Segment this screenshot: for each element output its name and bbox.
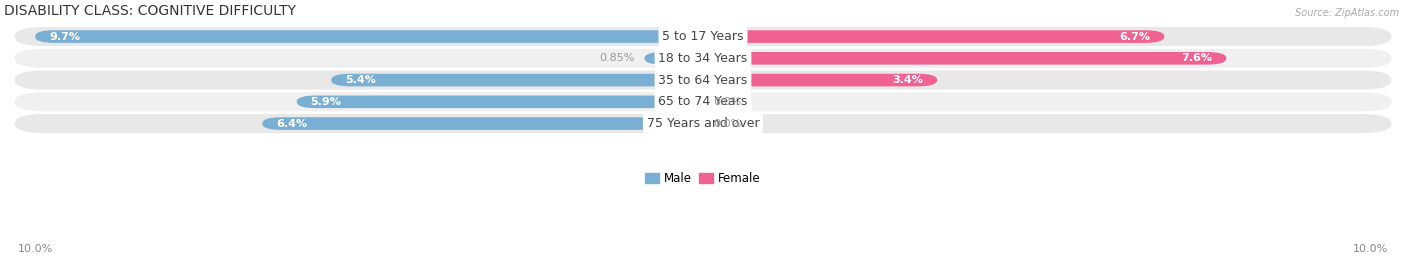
- Text: 7.6%: 7.6%: [1181, 53, 1212, 63]
- FancyBboxPatch shape: [332, 74, 703, 86]
- Text: 5 to 17 Years: 5 to 17 Years: [662, 30, 744, 43]
- FancyBboxPatch shape: [297, 96, 703, 108]
- Text: 6.4%: 6.4%: [276, 119, 308, 129]
- FancyBboxPatch shape: [14, 92, 1392, 112]
- Text: 6.7%: 6.7%: [1119, 32, 1150, 42]
- Text: 35 to 64 Years: 35 to 64 Years: [658, 73, 748, 87]
- Text: DISABILITY CLASS: COGNITIVE DIFFICULTY: DISABILITY CLASS: COGNITIVE DIFFICULTY: [4, 4, 297, 18]
- Text: 0.0%: 0.0%: [713, 119, 741, 129]
- FancyBboxPatch shape: [14, 70, 1392, 90]
- Text: 0.85%: 0.85%: [599, 53, 634, 63]
- FancyBboxPatch shape: [644, 52, 703, 65]
- Legend: Male, Female: Male, Female: [641, 167, 765, 190]
- FancyBboxPatch shape: [703, 30, 1164, 43]
- Text: 18 to 34 Years: 18 to 34 Years: [658, 52, 748, 65]
- FancyBboxPatch shape: [35, 30, 703, 43]
- FancyBboxPatch shape: [14, 27, 1392, 46]
- Text: 10.0%: 10.0%: [1353, 244, 1388, 254]
- Text: 9.7%: 9.7%: [49, 32, 80, 42]
- Text: 5.9%: 5.9%: [311, 97, 342, 107]
- FancyBboxPatch shape: [14, 114, 1392, 133]
- FancyBboxPatch shape: [263, 117, 703, 130]
- Text: 0.0%: 0.0%: [713, 97, 741, 107]
- Text: 65 to 74 Years: 65 to 74 Years: [658, 95, 748, 108]
- Text: 75 Years and over: 75 Years and over: [647, 117, 759, 130]
- FancyBboxPatch shape: [703, 52, 1226, 65]
- FancyBboxPatch shape: [14, 49, 1392, 68]
- Text: 10.0%: 10.0%: [18, 244, 53, 254]
- Text: 3.4%: 3.4%: [893, 75, 924, 85]
- Text: 5.4%: 5.4%: [344, 75, 375, 85]
- FancyBboxPatch shape: [703, 74, 936, 86]
- Text: Source: ZipAtlas.com: Source: ZipAtlas.com: [1295, 8, 1399, 18]
